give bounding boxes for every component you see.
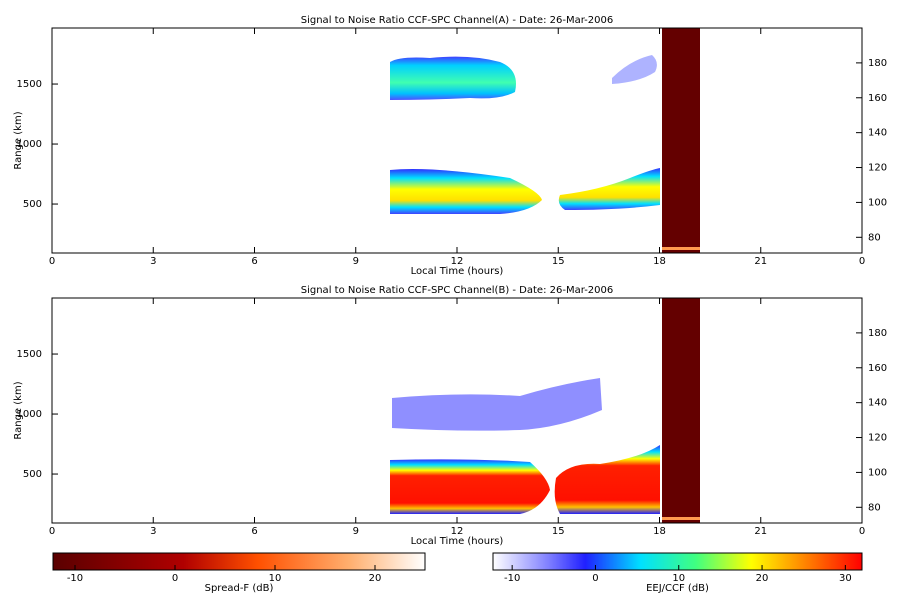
x-axis-label: Local Time (hours) — [411, 266, 504, 277]
x-tick-label: 6 — [251, 256, 257, 267]
y2-tick-label: 140 — [868, 398, 887, 409]
y2-tick-label: 180 — [868, 58, 887, 69]
y-tick-label: 1500 — [17, 79, 42, 90]
y2-tick-label: 100 — [868, 197, 887, 208]
x-tick-label: 15 — [552, 256, 565, 267]
y2-tick-label: 180 — [868, 328, 887, 339]
x-tick-label: 3 — [150, 256, 156, 267]
y2-tick-label: 140 — [868, 128, 887, 139]
x-tick-label: 18 — [653, 256, 666, 267]
chart-title: Signal to Noise Ratio CCF-SPC Channel(B)… — [301, 285, 614, 296]
x-tick-label: 21 — [754, 256, 767, 267]
colorbar-label: EEJ/CCF (dB) — [646, 583, 709, 594]
x-tick-label: 12 — [451, 526, 464, 537]
y2-tick-label: 100 — [868, 467, 887, 478]
colorbar-label: Spread-F (dB) — [205, 583, 274, 594]
y2-tick-label: 160 — [868, 363, 887, 374]
x-tick-label: 9 — [353, 256, 359, 267]
colorbar-tick-label: 10 — [269, 573, 282, 584]
y-axis-label: Range (km) — [13, 111, 24, 169]
colorbar-tick-label: -10 — [67, 573, 83, 584]
x-tick-label: 0 — [859, 256, 865, 267]
x-tick-label: 3 — [150, 526, 156, 537]
colorbar-tick-label: 10 — [672, 573, 685, 584]
colorbar-tick-label: 0 — [592, 573, 598, 584]
y2-tick-label: 120 — [868, 163, 887, 174]
y2-tick-label: 120 — [868, 433, 887, 444]
echo-regions-a — [390, 28, 700, 253]
x-tick-label: 0 — [49, 256, 55, 267]
colorbar-eej — [492, 552, 863, 571]
colorbar-tick-label: 20 — [756, 573, 769, 584]
colorbar-tick-label: 20 — [369, 573, 382, 584]
y-tick-label: 500 — [23, 469, 42, 480]
x-tick-label: 15 — [552, 526, 565, 537]
echo-regions-b — [390, 298, 700, 523]
x-tick-label: 12 — [451, 256, 464, 267]
y2-tick-label: 80 — [868, 502, 881, 513]
y-tick-label: 1000 — [17, 409, 42, 420]
colorbar-tick-label: 0 — [172, 573, 178, 584]
x-tick-label: 18 — [653, 526, 666, 537]
x-tick-label: 0 — [49, 526, 55, 537]
x-tick-label: 6 — [251, 526, 257, 537]
y2-tick-label: 80 — [868, 232, 881, 243]
colorbar-tick-label: 30 — [839, 573, 852, 584]
y2-tick-label: 160 — [868, 93, 887, 104]
colorbar-spread-f — [52, 552, 426, 571]
y-tick-label: 1500 — [17, 349, 42, 360]
y-axis-label: Range (km) — [13, 381, 24, 439]
x-axis-label: Local Time (hours) — [411, 536, 504, 547]
chart-title: Signal to Noise Ratio CCF-SPC Channel(A)… — [301, 15, 613, 26]
colorbar-tick-label: -10 — [504, 573, 520, 584]
x-tick-label: 21 — [754, 526, 767, 537]
y-tick-label: 500 — [23, 199, 42, 210]
x-tick-label: 0 — [859, 526, 865, 537]
x-tick-label: 9 — [353, 526, 359, 537]
y-tick-label: 1000 — [17, 139, 42, 150]
